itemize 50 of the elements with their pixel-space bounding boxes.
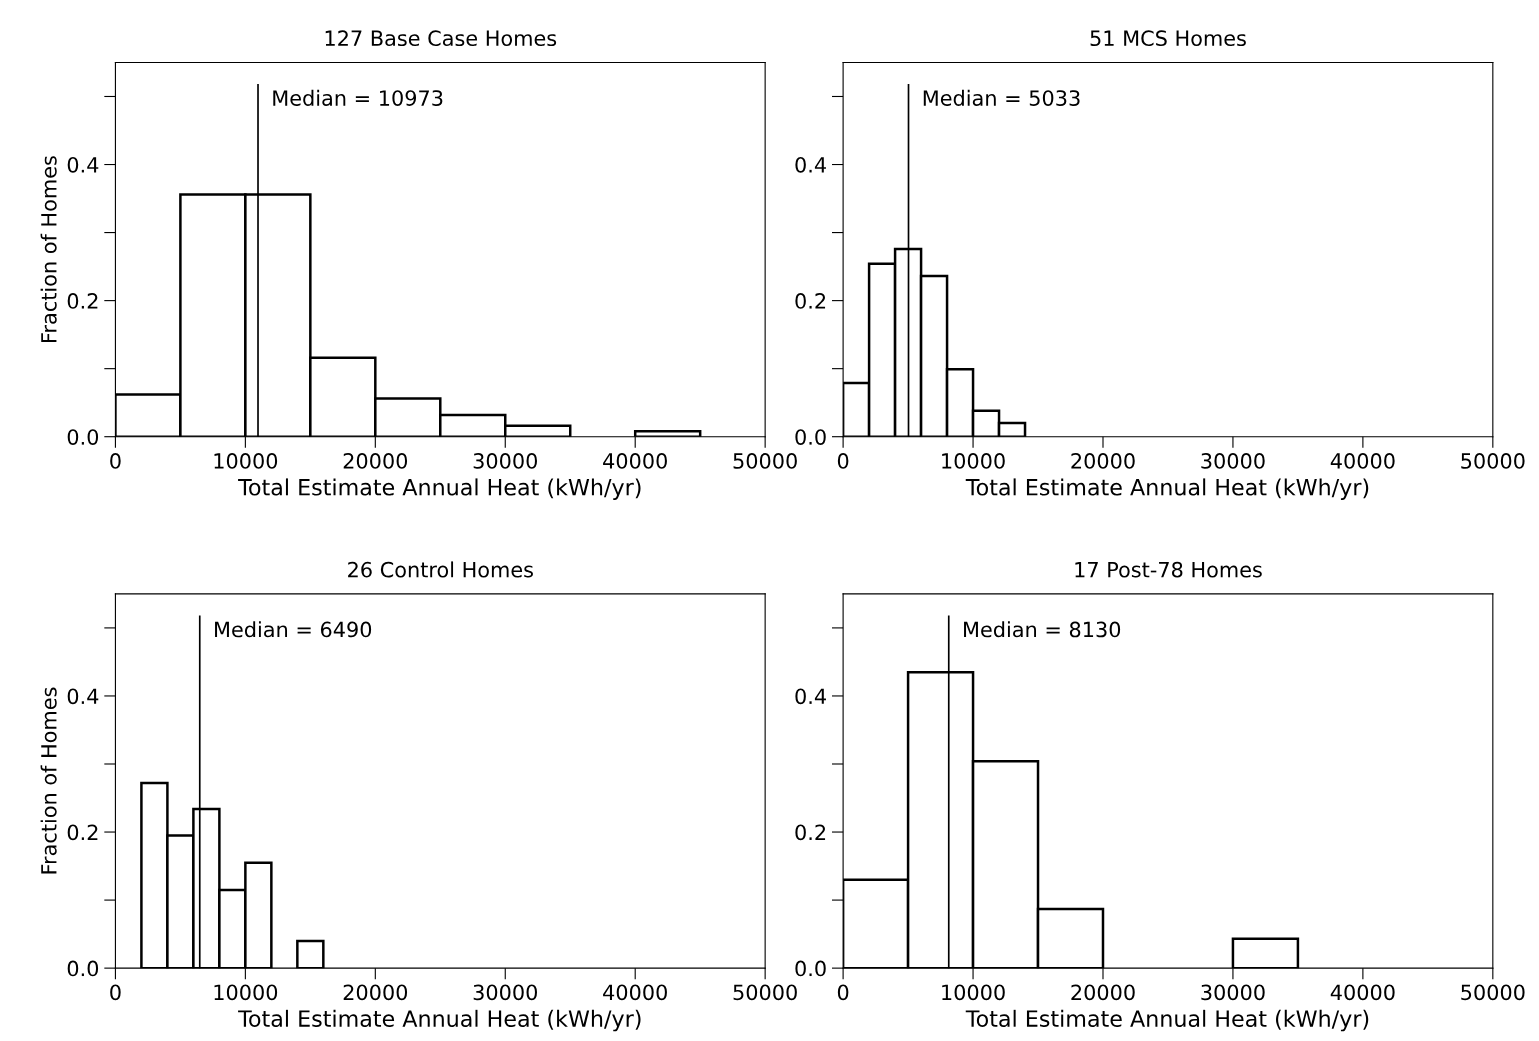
- y-axis-title: Fraction of Homes: [40, 687, 57, 874]
- x-tick-label: 10000: [942, 984, 1005, 1001]
- x-tick-label: 50000: [733, 453, 797, 469]
- x-axis-title: Total Estimate Annual Heat (kWh/yr): [965, 478, 1369, 500]
- x-tick-label: 20000: [1071, 453, 1135, 469]
- x-tick-label: 30000: [473, 453, 538, 469]
- x-tick-label: 20000: [343, 453, 408, 469]
- x-axis-title: Total Estimate Annual Heat (kWh/yr): [238, 478, 641, 500]
- x-tick-label: 30000: [1201, 453, 1265, 469]
- ref-line-label: Median = 10973: [273, 89, 443, 106]
- y-tick-label: 0.2: [795, 824, 826, 841]
- y-tick-label: 0.0: [67, 429, 99, 445]
- x-tick-label: 40000: [603, 453, 667, 469]
- chart-title: 51 MCS Homes: [1090, 30, 1246, 47]
- x-tick-label: 20000: [343, 984, 408, 1001]
- chart-title: 127 Base Case Homes: [325, 30, 557, 47]
- y-tick-label: 0.0: [795, 960, 826, 977]
- chart-title: 26 Control Homes: [348, 561, 533, 578]
- y-tick-label: 0.0: [67, 960, 99, 977]
- x-tick-label: 0: [110, 453, 121, 469]
- y-tick-label: 0.2: [67, 293, 98, 309]
- y-tick-label: 0.4: [67, 156, 99, 173]
- x-tick-label: 50000: [1461, 453, 1525, 469]
- x-tick-label: 50000: [1461, 984, 1525, 1001]
- y-tick-label: 0.4: [67, 688, 99, 705]
- y-tick-label: 0.2: [67, 824, 98, 841]
- x-tick-label: 10000: [214, 453, 278, 469]
- chart-title: 17 Post-78 Homes: [1075, 561, 1262, 578]
- x-tick-label: 10000: [942, 453, 1005, 469]
- x-tick-label: 10000: [214, 984, 278, 1001]
- ref-line-label: Median = 8130: [964, 621, 1121, 638]
- x-tick-label: 0: [110, 984, 121, 1001]
- x-tick-label: 30000: [473, 984, 538, 1001]
- x-tick-label: 40000: [603, 984, 667, 1001]
- x-tick-label: 40000: [1330, 984, 1395, 1001]
- x-tick-label: 0: [837, 984, 849, 1001]
- y-tick-label: 0.2: [795, 293, 826, 309]
- y-axis-title: Fraction of Homes: [40, 156, 57, 342]
- x-axis-title: Total Estimate Annual Heat (kWh/yr): [965, 1009, 1369, 1032]
- y-tick-label: 0.4: [795, 688, 826, 705]
- ref-line-label: Median = 5033: [923, 89, 1080, 106]
- x-tick-label: 30000: [1201, 984, 1265, 1001]
- x-axis-title: Total Estimate Annual Heat (kWh/yr): [238, 1009, 641, 1032]
- x-tick-label: 20000: [1071, 984, 1135, 1001]
- y-tick-label: 0.0: [795, 429, 826, 445]
- x-tick-label: 50000: [733, 984, 797, 1001]
- x-tick-label: 0: [837, 453, 849, 469]
- ref-line-label: Median = 6490: [215, 621, 372, 638]
- x-tick-label: 40000: [1330, 453, 1395, 469]
- y-tick-label: 0.4: [795, 156, 826, 173]
